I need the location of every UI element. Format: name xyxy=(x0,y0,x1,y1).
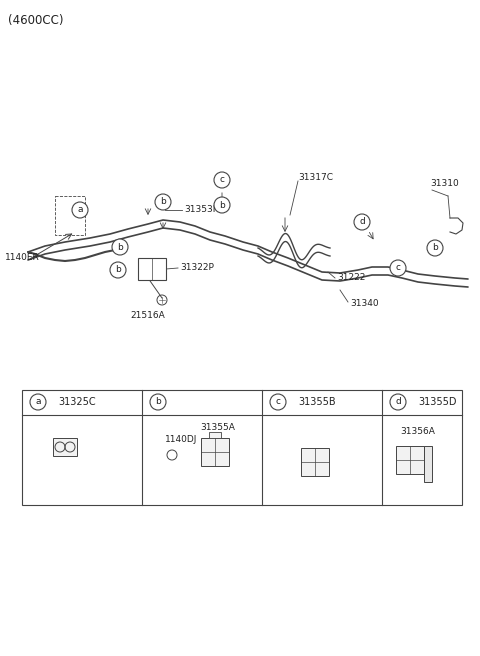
Circle shape xyxy=(390,394,406,410)
Circle shape xyxy=(214,197,230,213)
FancyBboxPatch shape xyxy=(396,446,424,474)
Text: 31355B: 31355B xyxy=(298,397,336,407)
Text: 31340: 31340 xyxy=(350,300,379,308)
Bar xyxy=(22,390,462,505)
Text: b: b xyxy=(155,398,161,407)
Text: 31310: 31310 xyxy=(430,178,459,188)
Text: b: b xyxy=(160,197,166,207)
Text: 31325C: 31325C xyxy=(58,397,96,407)
Circle shape xyxy=(270,394,286,410)
Text: a: a xyxy=(35,398,41,407)
Text: d: d xyxy=(359,218,365,226)
FancyBboxPatch shape xyxy=(53,438,77,456)
Circle shape xyxy=(72,202,88,218)
Text: d: d xyxy=(395,398,401,407)
Text: b: b xyxy=(432,243,438,253)
Text: 31222: 31222 xyxy=(337,274,365,283)
Text: 31317C: 31317C xyxy=(298,173,333,182)
Circle shape xyxy=(112,239,128,255)
Circle shape xyxy=(390,260,406,276)
Text: c: c xyxy=(276,398,280,407)
Text: 31355A: 31355A xyxy=(200,424,235,432)
Text: a: a xyxy=(77,205,83,215)
Circle shape xyxy=(427,240,443,256)
Bar xyxy=(138,258,166,280)
Text: 31355D: 31355D xyxy=(418,397,456,407)
FancyBboxPatch shape xyxy=(424,446,432,482)
Text: 31353H: 31353H xyxy=(184,205,219,215)
Text: 31356A: 31356A xyxy=(400,428,435,436)
Circle shape xyxy=(354,214,370,230)
Circle shape xyxy=(214,172,230,188)
FancyBboxPatch shape xyxy=(301,448,329,476)
Text: b: b xyxy=(117,243,123,251)
Circle shape xyxy=(110,262,126,278)
Text: c: c xyxy=(396,264,400,272)
Text: 1140ER: 1140ER xyxy=(5,253,40,262)
Text: c: c xyxy=(219,176,225,184)
Text: 21516A: 21516A xyxy=(131,311,166,320)
Circle shape xyxy=(30,394,46,410)
Circle shape xyxy=(150,394,166,410)
Text: b: b xyxy=(115,266,121,274)
FancyBboxPatch shape xyxy=(209,432,221,438)
Text: 1140DJ: 1140DJ xyxy=(165,436,197,445)
Text: 31322P: 31322P xyxy=(180,264,214,272)
Text: b: b xyxy=(219,201,225,209)
Circle shape xyxy=(155,194,171,210)
Text: (4600CC): (4600CC) xyxy=(8,14,63,27)
FancyBboxPatch shape xyxy=(201,438,229,466)
